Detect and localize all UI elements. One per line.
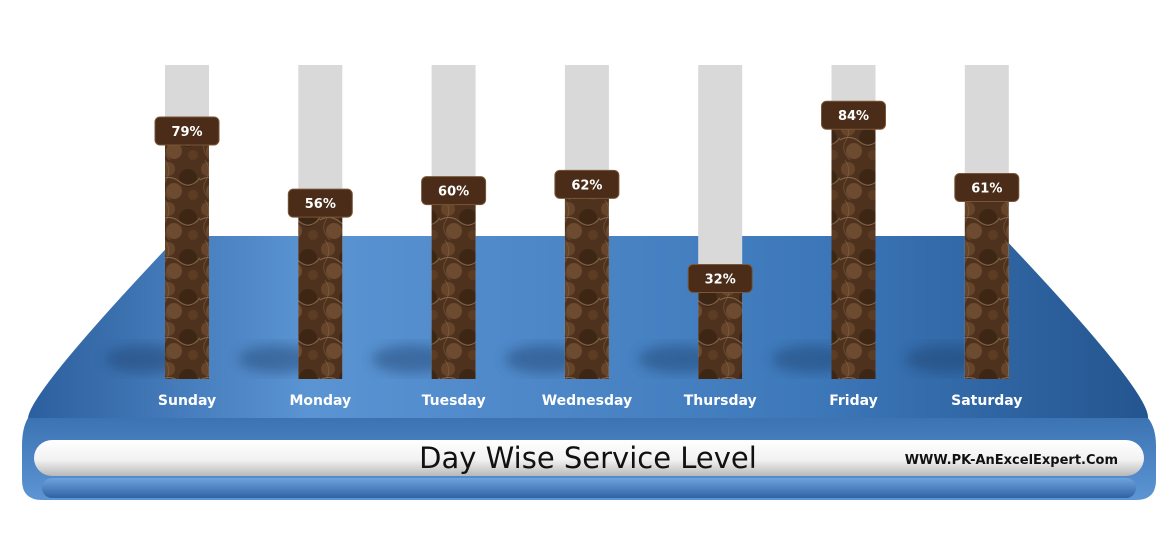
title-slot: [34, 440, 1144, 476]
website-label: WWW.PK-AnExcelExpert.Com: [905, 453, 1118, 468]
data-label-wednesday: 62%: [571, 178, 602, 193]
category-label-thursday: Thursday: [684, 393, 757, 409]
data-label-monday: 56%: [305, 197, 336, 212]
bar-thursday: [698, 278, 743, 379]
bar-label-cap: [687, 264, 753, 294]
bar-label-cap: [554, 169, 620, 199]
bar-saturday: [964, 187, 1009, 379]
category-label-monday: Monday: [289, 393, 351, 409]
bar-label-cap: [421, 176, 487, 206]
bar-label-cap: [954, 172, 1020, 202]
category-label-friday: Friday: [829, 393, 878, 409]
bar-label-cap: [821, 100, 886, 130]
category-label-wednesday: Wednesday: [542, 393, 632, 409]
bar-sunday: [165, 130, 209, 379]
bar-wednesday: [564, 184, 609, 379]
bar-tuesday: [431, 190, 476, 379]
bar-label-cap: [154, 116, 220, 146]
chart-title: Day Wise Service Level: [419, 441, 757, 475]
data-label-thursday: 32%: [705, 273, 736, 288]
data-label-tuesday: 60%: [438, 185, 469, 200]
data-label-friday: 84%: [838, 109, 869, 124]
platform-lip: [42, 478, 1136, 498]
bar-label-cap: [287, 188, 353, 218]
category-label-saturday: Saturday: [951, 393, 1022, 409]
bar-friday: [831, 115, 876, 380]
data-label-saturday: 61%: [971, 181, 1002, 196]
category-label-tuesday: Tuesday: [422, 393, 486, 409]
bars-layer: 79% Sunday 56% Monday 60% Tuesday 62% Wednesday…: [105, 65, 1022, 409]
category-label-sunday: Sunday: [158, 393, 216, 409]
data-label-sunday: 79%: [171, 125, 202, 140]
bar-monday: [298, 203, 343, 379]
